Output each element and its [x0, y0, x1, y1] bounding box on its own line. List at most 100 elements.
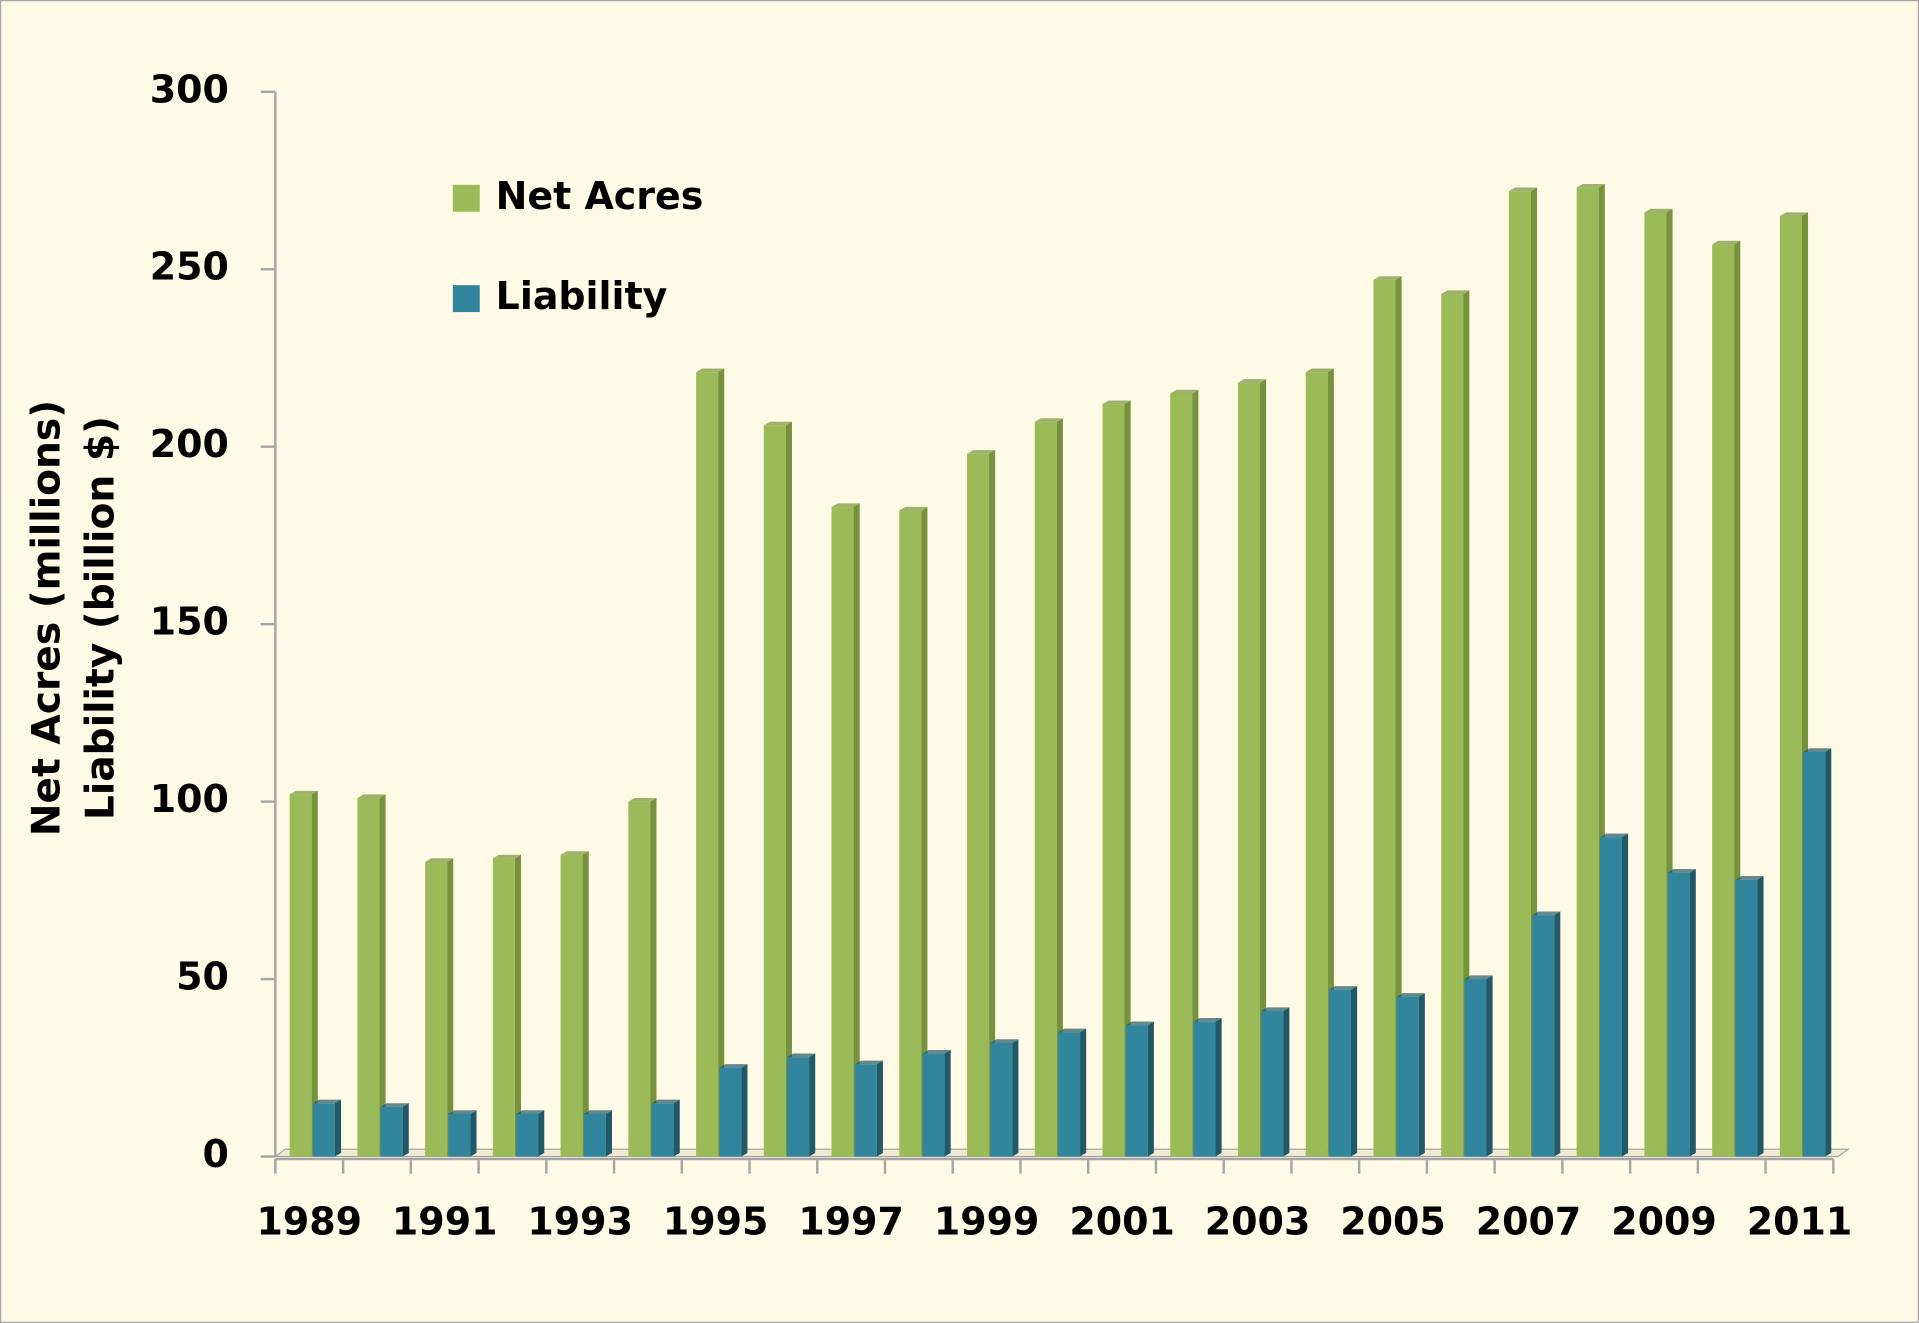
bar-side	[514, 854, 522, 1157]
x-tick-label: 1989	[256, 1199, 362, 1243]
legend-swatch	[452, 184, 480, 212]
bar-top	[492, 854, 522, 859]
bar-top	[831, 503, 860, 508]
bar-side	[1283, 1007, 1290, 1157]
bar-side	[989, 450, 996, 1157]
bar-side	[1124, 400, 1131, 1157]
bar	[583, 1113, 606, 1157]
bar-top	[1396, 993, 1425, 997]
bar-top	[651, 1099, 680, 1104]
bar	[1532, 915, 1555, 1157]
bar-top	[1464, 975, 1493, 980]
bar-top	[899, 506, 928, 511]
bar-top	[1576, 183, 1605, 188]
bar	[1396, 996, 1419, 1157]
bar-side	[1689, 868, 1696, 1157]
bar	[899, 510, 922, 1157]
bar-top	[922, 1049, 951, 1054]
bar-top	[1441, 290, 1470, 295]
bar	[516, 1113, 539, 1157]
bar-top	[1667, 868, 1696, 873]
bar	[787, 1057, 810, 1157]
bar	[1779, 216, 1802, 1157]
y-axis-label-line: Net Acres (millions)	[24, 400, 69, 836]
bar	[380, 1106, 403, 1157]
bar-side	[311, 790, 318, 1157]
bar	[425, 861, 448, 1157]
bar-side	[1215, 1018, 1222, 1157]
x-tick-label: 1999	[934, 1199, 1040, 1243]
bar-side	[582, 851, 589, 1157]
legend-label: Net Acres	[496, 174, 704, 218]
bar-side	[334, 1099, 342, 1157]
bar	[719, 1067, 742, 1157]
bar-top	[312, 1099, 342, 1104]
bar	[1667, 872, 1690, 1157]
bar	[357, 798, 380, 1157]
bar-top	[1599, 833, 1629, 838]
bar-top	[289, 790, 318, 795]
bar	[448, 1113, 471, 1157]
bar-top	[1125, 1021, 1154, 1026]
bar-side	[1395, 276, 1402, 1157]
legend-swatch	[452, 285, 480, 313]
x-tick-label: 1997	[798, 1199, 904, 1243]
bar-side	[1147, 1021, 1154, 1157]
bar-side	[876, 1060, 883, 1157]
bar	[854, 1064, 877, 1157]
y-tick-label: 250	[150, 245, 229, 289]
bar-top	[696, 368, 725, 373]
bar-top	[1779, 212, 1809, 217]
x-tick-label: 1995	[663, 1199, 769, 1243]
bar	[651, 1103, 674, 1157]
bar-side	[1260, 379, 1267, 1157]
bar	[492, 858, 515, 1157]
bar-top	[560, 851, 589, 855]
bar-top	[1712, 240, 1741, 245]
bar-top	[1170, 389, 1199, 394]
bar-side	[673, 1099, 680, 1157]
bar-side	[1012, 1039, 1019, 1157]
bar-side	[1080, 1028, 1087, 1157]
y-tick-label: 150	[150, 600, 229, 644]
bar-top	[990, 1039, 1019, 1043]
y-tick-label: 200	[150, 422, 229, 466]
bar-side	[447, 858, 454, 1157]
bar-side	[1350, 986, 1358, 1157]
x-tick-label: 2005	[1340, 1199, 1446, 1243]
y-tick-label: 50	[176, 955, 229, 999]
bar-top	[1373, 276, 1402, 280]
bar-side	[944, 1049, 951, 1157]
bar	[1058, 1032, 1081, 1157]
y-tick-label: 0	[202, 1132, 228, 1176]
bar	[1712, 244, 1735, 1157]
bar-top	[583, 1110, 613, 1114]
bar-top	[1261, 1007, 1290, 1012]
bar-top	[1058, 1028, 1087, 1033]
bar	[1102, 404, 1125, 1157]
bar-top	[1328, 986, 1358, 990]
legend-label: Liability	[496, 274, 668, 318]
bar	[312, 1103, 335, 1157]
bar	[696, 372, 719, 1157]
bar	[560, 854, 583, 1157]
bar-side	[402, 1103, 409, 1157]
bar-top	[854, 1060, 883, 1065]
bar-top	[967, 450, 996, 454]
bar-top	[1305, 368, 1334, 373]
bar	[1237, 382, 1261, 1157]
bar-top	[763, 421, 792, 426]
bar-side	[1327, 368, 1334, 1157]
bar-side	[785, 421, 792, 1157]
bar	[1261, 1011, 1284, 1157]
bar-top	[1735, 876, 1764, 880]
bar-side	[470, 1110, 477, 1157]
bar	[1034, 421, 1057, 1157]
bar-side	[921, 506, 928, 1157]
bar-side	[1463, 290, 1470, 1157]
bar-top	[1644, 208, 1673, 213]
x-tick-label: 2001	[1069, 1199, 1175, 1243]
bar-top	[1193, 1018, 1222, 1022]
bar-top	[719, 1064, 748, 1068]
